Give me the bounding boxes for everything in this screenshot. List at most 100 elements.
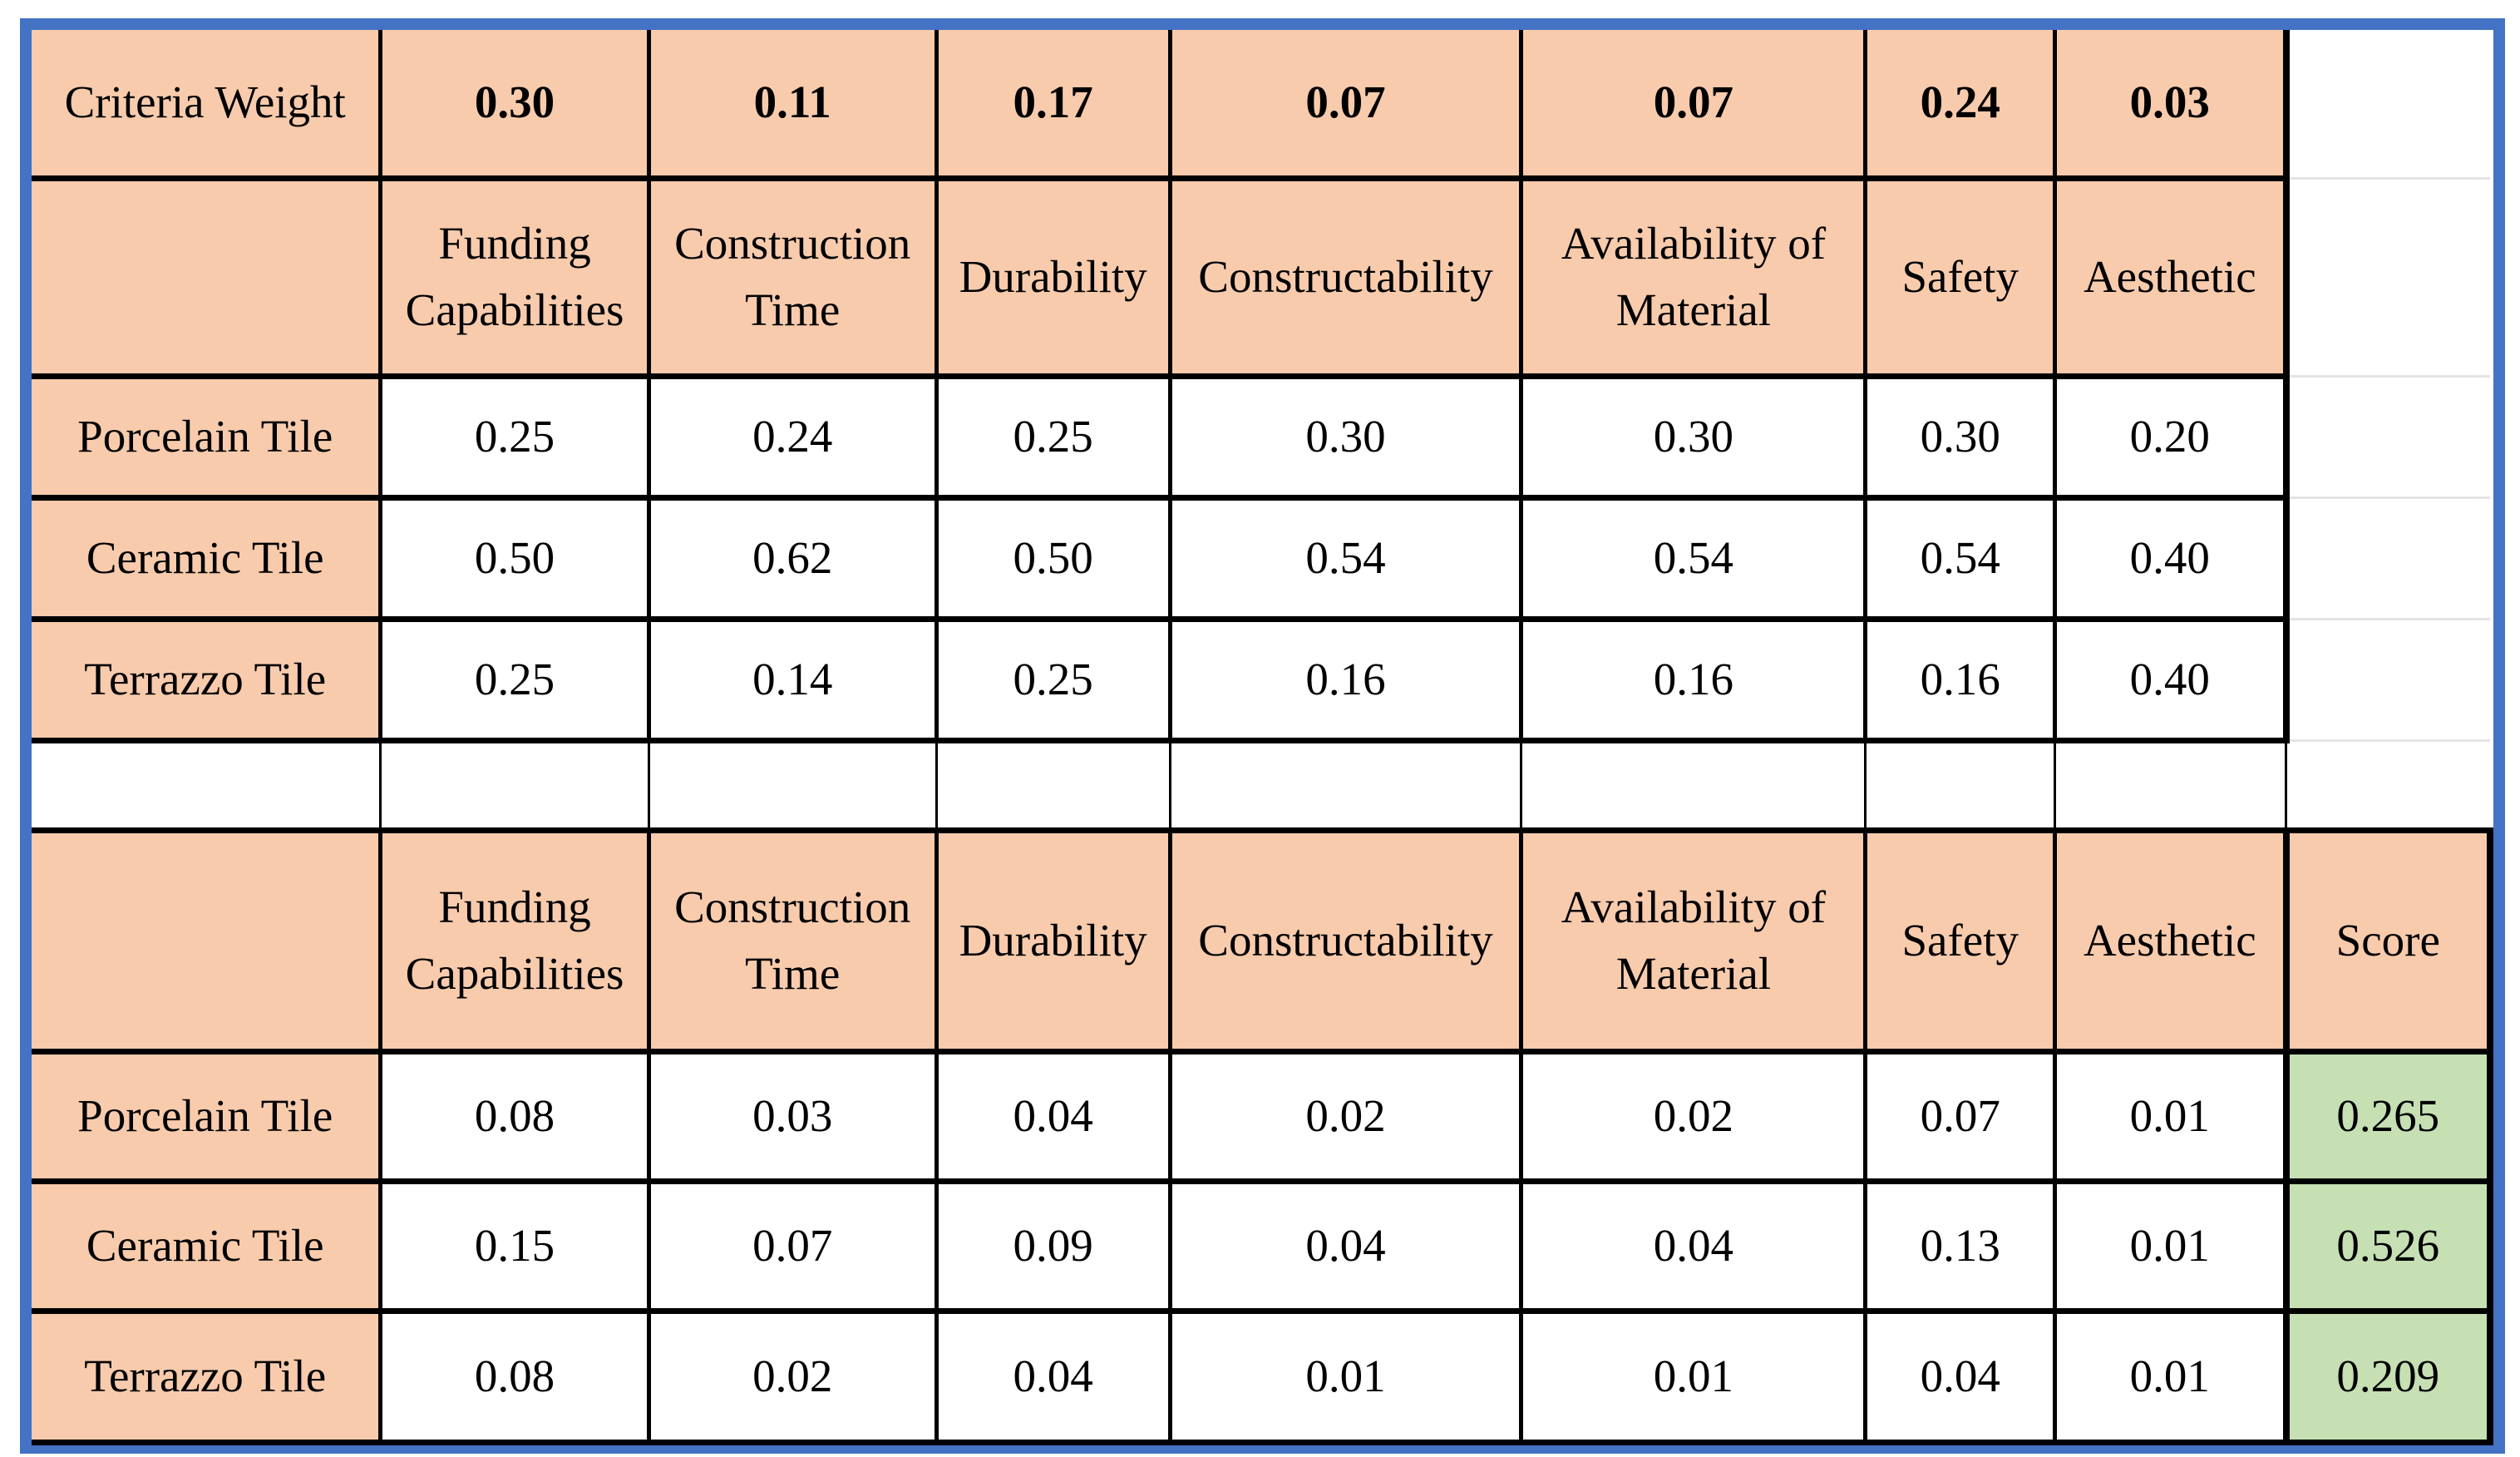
score-cell: 0.265 xyxy=(2282,1048,2494,1184)
blank-cell xyxy=(2054,737,2288,833)
value-cell: 0.40 xyxy=(2053,494,2290,622)
table-row-ceramic: Ceramic Tile 0.50 0.62 0.50 0.54 0.54 0.… xyxy=(32,494,2490,622)
criteria-header: Constructability xyxy=(1167,175,1524,379)
value-cell: 0.02 xyxy=(646,1307,939,1445)
empty-spreadsheet-cell xyxy=(2286,497,2490,620)
row-label: Terrazzo Tile xyxy=(32,1307,383,1445)
criteria-header: Safety xyxy=(1863,827,2058,1054)
criteria-header: Construction Time xyxy=(646,827,939,1054)
blank-cell xyxy=(32,737,382,833)
value-cell: 0.15 xyxy=(378,1178,651,1314)
criteria-header: Constructability xyxy=(1167,827,1524,1054)
table-row-porcelain: Porcelain Tile 0.25 0.24 0.25 0.30 0.30 … xyxy=(32,373,2490,501)
value-cell: 0.24 xyxy=(646,373,939,501)
value-cell: 0.25 xyxy=(378,373,651,501)
blank-cell xyxy=(1520,737,1867,833)
value-cell: 0.13 xyxy=(1863,1178,2058,1314)
blank-cell xyxy=(1864,737,2057,833)
empty-spreadsheet-cell xyxy=(2286,178,2490,378)
empty-spreadsheet-cell xyxy=(2286,619,2490,742)
criteria-header: Availability of Material xyxy=(1519,175,1868,379)
blank-cell xyxy=(647,737,938,833)
value-cell: 0.07 xyxy=(646,1178,939,1314)
criteria-header: Construction Time xyxy=(646,175,939,379)
weight-cell: 0.11 xyxy=(646,30,939,181)
value-cell: 0.04 xyxy=(1519,1178,1868,1314)
criteria-weight-label: Criteria Weight xyxy=(32,30,383,181)
empty-header-cell xyxy=(32,175,383,379)
value-cell: 0.01 xyxy=(2053,1307,2289,1445)
row-label: Ceramic Tile xyxy=(32,494,383,622)
value-cell: 0.40 xyxy=(2053,615,2290,743)
empty-spreadsheet-cell xyxy=(2286,30,2490,180)
value-cell: 0.04 xyxy=(1863,1307,2058,1445)
criteria-header: Durability xyxy=(934,175,1172,379)
weight-cell: 0.30 xyxy=(378,30,651,181)
empty-spreadsheet-cell xyxy=(2286,376,2490,499)
value-cell: 0.62 xyxy=(646,494,939,622)
value-cell: 0.54 xyxy=(1519,494,1868,622)
criteria-header: Funding Capabilities xyxy=(378,827,651,1054)
criteria-header: Durability xyxy=(934,827,1172,1054)
score-header: Score xyxy=(2282,827,2494,1054)
weight-cell: 0.03 xyxy=(2053,30,2290,181)
table-row-terrazzo-weighted: Terrazzo Tile 0.08 0.02 0.04 0.01 0.01 0… xyxy=(32,1307,2494,1445)
value-cell: 0.54 xyxy=(1863,494,2058,622)
value-cell: 0.02 xyxy=(1519,1048,1868,1184)
value-cell: 0.07 xyxy=(1863,1048,2058,1184)
value-cell: 0.20 xyxy=(2053,373,2290,501)
table-row-porcelain-weighted: Porcelain Tile 0.08 0.03 0.04 0.02 0.02 … xyxy=(32,1048,2494,1184)
value-cell: 0.30 xyxy=(1519,373,1868,501)
criteria-header-row: Funding Capabilities Construction Time D… xyxy=(32,175,2490,379)
value-cell: 0.04 xyxy=(934,1307,1172,1445)
value-cell: 0.01 xyxy=(2053,1048,2289,1184)
empty-spreadsheet-cell xyxy=(2286,740,2490,832)
value-cell: 0.16 xyxy=(1519,615,1868,743)
empty-header-cell xyxy=(32,827,383,1054)
weight-cell: 0.07 xyxy=(1167,30,1524,181)
value-cell: 0.30 xyxy=(1863,373,2058,501)
table-row-ceramic-weighted: Ceramic Tile 0.15 0.07 0.09 0.04 0.04 0.… xyxy=(32,1178,2494,1314)
row-label: Porcelain Tile xyxy=(32,1048,383,1184)
value-cell: 0.16 xyxy=(1167,615,1524,743)
value-cell: 0.25 xyxy=(934,373,1172,501)
row-label: Ceramic Tile xyxy=(32,1178,383,1314)
value-cell: 0.08 xyxy=(378,1307,651,1445)
figure-frame: Criteria Weight 0.30 0.11 0.17 0.07 0.07… xyxy=(20,18,2505,1454)
blank-cell xyxy=(935,737,1171,833)
weights-row: Criteria Weight 0.30 0.11 0.17 0.07 0.07… xyxy=(32,30,2490,181)
blank-cell xyxy=(379,737,650,833)
weight-cell: 0.24 xyxy=(1863,30,2058,181)
criteria-header: Safety xyxy=(1863,175,2058,379)
criteria-header: Availability of Material xyxy=(1519,827,1868,1054)
criteria-header: Aesthetic xyxy=(2053,827,2289,1054)
row-label: Terrazzo Tile xyxy=(32,615,383,743)
value-cell: 0.02 xyxy=(1167,1048,1524,1184)
value-cell: 0.30 xyxy=(1167,373,1524,501)
criteria-header: Aesthetic xyxy=(2053,175,2290,379)
decision-matrix-table: Criteria Weight 0.30 0.11 0.17 0.07 0.07… xyxy=(32,30,2494,1445)
value-cell: 0.54 xyxy=(1167,494,1524,622)
row-label: Porcelain Tile xyxy=(32,373,383,501)
value-cell: 0.16 xyxy=(1863,615,2058,743)
value-cell: 0.04 xyxy=(934,1048,1172,1184)
blank-cell xyxy=(1168,737,1523,833)
value-cell: 0.14 xyxy=(646,615,939,743)
value-cell: 0.08 xyxy=(378,1048,651,1184)
value-cell: 0.01 xyxy=(2053,1178,2289,1314)
table-row-terrazzo: Terrazzo Tile 0.25 0.14 0.25 0.16 0.16 0… xyxy=(32,615,2490,743)
value-cell: 0.25 xyxy=(934,615,1172,743)
value-cell: 0.50 xyxy=(934,494,1172,622)
value-cell: 0.01 xyxy=(1519,1307,1868,1445)
value-cell: 0.01 xyxy=(1167,1307,1524,1445)
score-cell: 0.526 xyxy=(2282,1178,2494,1314)
value-cell: 0.50 xyxy=(378,494,651,622)
score-cell: 0.209 xyxy=(2282,1307,2494,1445)
criteria-header-row-2: Funding Capabilities Construction Time D… xyxy=(32,827,2494,1054)
weight-cell: 0.17 xyxy=(934,30,1172,181)
value-cell: 0.04 xyxy=(1167,1178,1524,1314)
weight-cell: 0.07 xyxy=(1519,30,1868,181)
value-cell: 0.25 xyxy=(378,615,651,743)
criteria-header: Funding Capabilities xyxy=(378,175,651,379)
spacer-row xyxy=(32,737,2490,833)
